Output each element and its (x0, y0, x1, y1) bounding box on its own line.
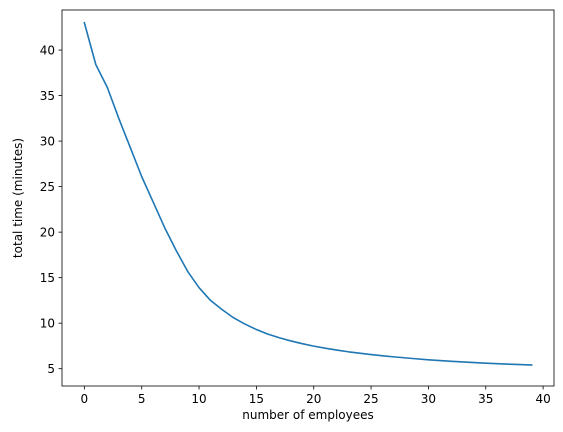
x-axis-label: number of employees (242, 408, 374, 422)
series-line-0 (83, 21, 533, 366)
plot-background (62, 10, 554, 386)
x-tick-label: 30 (421, 392, 436, 406)
y-tick-label: 10 (40, 316, 55, 330)
y-tick-label: 25 (40, 180, 55, 194)
y-tick-label: 40 (40, 43, 55, 57)
y-axis-label: total time (minutes) (11, 138, 25, 258)
x-axis-ticks: 0 5 10 15 20 25 30 35 40 (81, 386, 551, 406)
y-axis-ticks: 5 10 15 20 25 30 35 40 (40, 43, 62, 376)
x-tick-label: 40 (535, 392, 550, 406)
x-tick-label: 0 (81, 392, 89, 406)
y-tick-label: 5 (47, 362, 55, 376)
y-tick-label: 35 (40, 89, 55, 103)
plot-frame (61, 9, 555, 387)
y-tick-label: 30 (40, 134, 55, 148)
y-tick-label: 15 (40, 271, 55, 285)
x-tick-label: 35 (478, 392, 493, 406)
x-tick-label: 20 (306, 392, 321, 406)
x-tick-label: 5 (138, 392, 146, 406)
x-tick-label: 10 (191, 392, 206, 406)
x-tick-label: 15 (249, 392, 264, 406)
y-tick-label: 20 (40, 225, 55, 239)
x-tick-label: 25 (363, 392, 378, 406)
series-layer (83, 21, 533, 366)
